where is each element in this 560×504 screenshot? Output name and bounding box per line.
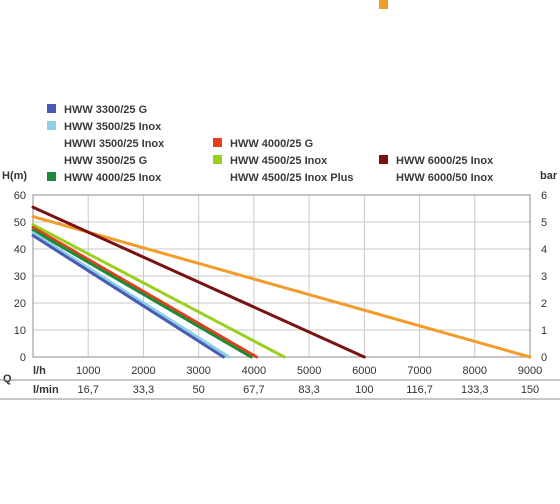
x-tick-label-lmin: 150: [521, 384, 539, 396]
x-tick-label-lh: 8000: [463, 365, 487, 377]
legend-label: HWW 4500/25 Inox: [230, 155, 328, 167]
legend-swatch: [379, 155, 388, 164]
series-line: [31, 231, 231, 359]
gridlines: [32, 194, 531, 358]
legend: HWW 3300/25 G HWW 3500/25 Inox HWWI 3500/2…: [47, 0, 494, 184]
y-right-tick-label: 1: [541, 325, 547, 337]
y-right-tick-label: 0: [541, 352, 547, 364]
flow-lmin-label: l/min: [33, 384, 59, 396]
x-tick-label-lmin: 100: [355, 384, 373, 396]
x-tick-label-lh: 6000: [352, 365, 376, 377]
x-tick-label-lh: 7000: [407, 365, 431, 377]
y-right-axis-label: bar: [540, 170, 558, 182]
x-tick-label-lh: 1000: [76, 365, 100, 377]
legend-label: HWW 9000/100 G: [396, 0, 485, 3]
y-left-tick-label: 20: [14, 298, 26, 310]
x-tick-label-lh: 5000: [297, 365, 321, 377]
legend-label: HWW 4500/25 Inox Plus: [230, 172, 353, 184]
legend-label: HWW 3500/25 G: [64, 155, 147, 167]
legend-label: HWW 6000/25 Inox: [396, 155, 494, 167]
series-line: [31, 225, 259, 359]
legend-label: HWWI 3500/25 Inox: [64, 138, 165, 150]
x-tick-label-lh: 9000: [518, 365, 542, 377]
x-tick-label-lmin: 33,3: [133, 384, 154, 396]
y-left-tick-label: 0: [20, 352, 26, 364]
legend-label: HWW 4000/25 Inox: [64, 172, 162, 184]
y-left-axis-label: H(m): [2, 170, 27, 182]
legend-swatch: [47, 172, 56, 181]
y-right-tick-label: 6: [541, 190, 547, 202]
y-right-tick-label: 5: [541, 217, 547, 229]
series-line: [31, 234, 225, 359]
legend-swatch: [47, 104, 56, 113]
legend-label: HWW 4000/25 G: [230, 138, 313, 150]
y-right-tick-label: 4: [541, 244, 547, 256]
y-right-tick-label: 2: [541, 298, 547, 310]
flow-lh-label: l/h: [33, 365, 46, 377]
series-line: [31, 228, 253, 359]
x-tick-label-lmin: 67,7: [243, 384, 264, 396]
x-tick-label-lh: 4000: [242, 365, 266, 377]
legend-swatch: [213, 138, 222, 147]
y-right-tick-label: 3: [541, 271, 547, 283]
plot-area: [31, 205, 532, 359]
x-tick-label-lmin: 16,7: [78, 384, 99, 396]
x-tick-label-lmin: 50: [193, 384, 205, 396]
x-tick-label-lmin: 83,3: [298, 384, 319, 396]
x-tick-label-lmin: 133,3: [461, 384, 489, 396]
legend-swatch: [47, 121, 56, 130]
y-left-tick-label: 60: [14, 190, 26, 202]
legend-label: HWW 3500/25 Inox: [64, 121, 162, 133]
y-left-tick-label: 30: [14, 271, 26, 283]
legend-label: HWWI 4500/25 Inox: [230, 0, 331, 3]
x-tick-label-lh: 2000: [131, 365, 155, 377]
legend-label: HWW 3300/25 G: [64, 104, 147, 116]
legend-swatch: [379, 0, 388, 9]
y-left-tick-label: 50: [14, 217, 26, 229]
series-line: [31, 215, 532, 359]
series-line: [31, 223, 286, 359]
x-tick-label-lh: 3000: [186, 365, 210, 377]
y-left-tick-label: 10: [14, 325, 26, 337]
y-left-tick-label: 40: [14, 244, 26, 256]
legend-swatch: [213, 155, 222, 164]
axes: H(m) bar Q l/h l/min 0 0 10 1 20 2 30 3 40 4 50 5 60…: [0, 170, 560, 400]
series-line: [31, 205, 366, 359]
legend-label: HWW 6000/50 Inox: [396, 172, 494, 184]
q-axis-label: Q: [3, 373, 12, 385]
x-tick-label-lmin: 116,7: [406, 384, 433, 396]
